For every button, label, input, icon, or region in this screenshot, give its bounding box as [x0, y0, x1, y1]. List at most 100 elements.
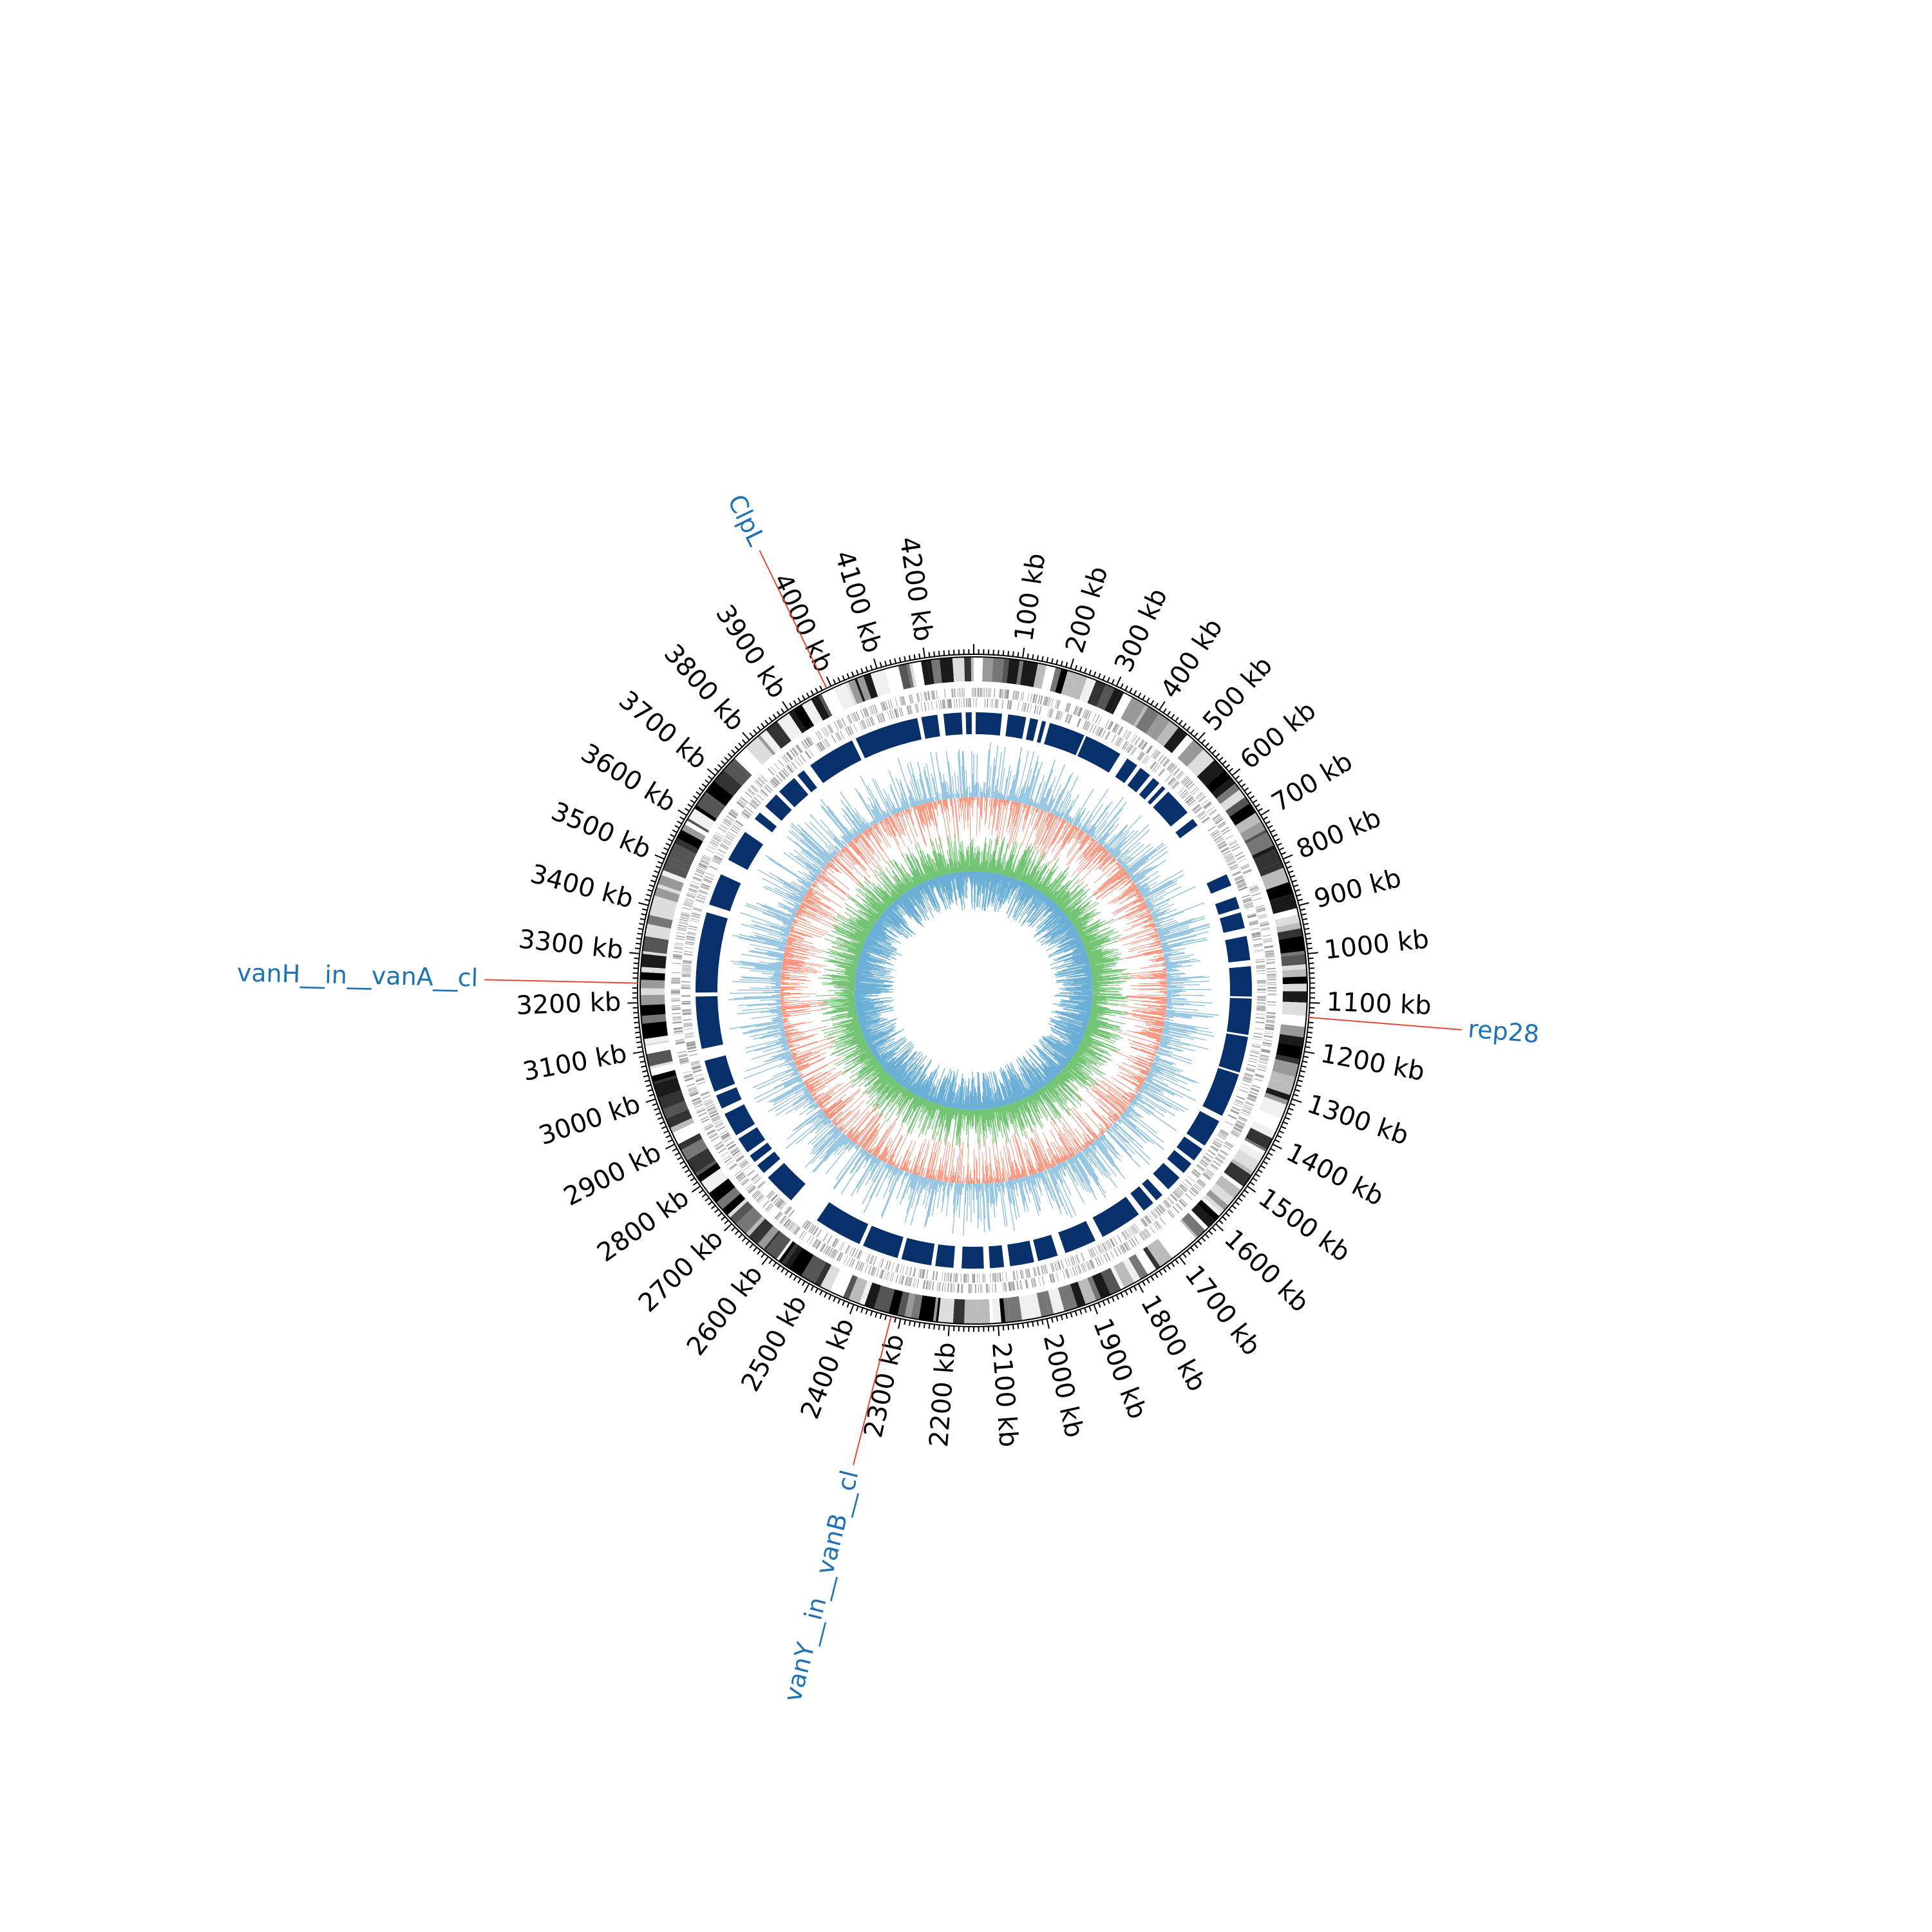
ideogram-band: [1146, 713, 1171, 741]
ideogram-band: [1048, 1287, 1065, 1314]
ideogram-band: [1225, 797, 1250, 817]
ideogram-band: [645, 923, 671, 940]
ideogram-band: [658, 1090, 685, 1110]
ideogram-band: [964, 1299, 978, 1325]
ideogram-band: [1007, 658, 1020, 685]
ideogram-band: [859, 1280, 873, 1306]
ideogram-band: [1050, 667, 1062, 692]
ideogram-band: [1079, 677, 1097, 703]
feature-block: [705, 1055, 735, 1092]
ideogram-band: [1135, 706, 1160, 734]
feature-block: [935, 1244, 955, 1268]
ideogram-band: [651, 1070, 677, 1083]
ideogram-band: [801, 699, 823, 726]
tick-label: 300 kb: [1109, 584, 1173, 677]
ideogram-band: [723, 760, 750, 786]
scale-ring: [627, 644, 1320, 1336]
gene-label-leader: [1309, 1016, 1462, 1030]
ideogram-band: [1018, 1295, 1028, 1321]
ideogram-band: [964, 657, 972, 682]
tick-label: 3500 kb: [547, 797, 655, 865]
feature-block: [1225, 936, 1251, 963]
ideogram-band: [801, 1255, 827, 1284]
feature-block: [943, 712, 963, 736]
ideogram-band: [952, 657, 965, 682]
feature-block: [1202, 1068, 1239, 1116]
gene-label: vanH__in__vanA__cl: [236, 958, 478, 992]
feature-block: [779, 778, 809, 808]
ideogram-band: [933, 1297, 939, 1322]
ideogram-band: [1276, 922, 1302, 933]
ideogram-band: [677, 829, 703, 849]
ideogram-band: [730, 1201, 753, 1224]
tick-label: 400 kb: [1155, 613, 1229, 703]
feature-block: [1175, 819, 1198, 838]
feature-block: [738, 1127, 766, 1153]
ideogram-band: [1135, 1249, 1157, 1275]
tick-label: 2200 kb: [924, 1341, 961, 1448]
ideogram-band: [1252, 845, 1276, 860]
ideogram-band: [1122, 1258, 1141, 1283]
ideogram-band: [646, 1049, 673, 1067]
ideogram-band: [1245, 832, 1274, 856]
ideogram-band: [687, 818, 710, 833]
ideogram-band: [873, 1285, 895, 1313]
ideogram-band: [898, 663, 911, 690]
feature-block: [1007, 1240, 1034, 1267]
ideogram-band: [640, 994, 665, 1005]
ideogram-band: [649, 1061, 674, 1069]
ideogram-band: [927, 659, 934, 685]
ideogram-band: [745, 1216, 766, 1237]
ideogram-band: [1215, 1175, 1241, 1199]
ideogram-band: [848, 1276, 868, 1304]
feature-block: [1177, 1136, 1202, 1160]
feature-block: [1139, 778, 1160, 800]
ideogram-band: [982, 657, 994, 682]
ideogram-band: [1244, 829, 1268, 844]
gene-label-leader: [853, 1316, 892, 1465]
ideogram-band: [1265, 882, 1293, 901]
ideogram-band: [1055, 668, 1068, 694]
ideogram-band: [658, 875, 684, 892]
ideogram-band: [666, 857, 690, 871]
ideogram-band: [1181, 1213, 1206, 1238]
ideogram-band: [815, 1262, 832, 1287]
gene-label-leader: [759, 550, 828, 689]
ideogram-band: [1155, 721, 1179, 747]
tick-label: 2100 kb: [986, 1341, 1023, 1448]
ideogram-band: [1003, 1298, 1010, 1323]
ideogram-band: [694, 805, 717, 822]
ideogram-band: [1177, 739, 1204, 767]
ideogram-band: [811, 695, 830, 721]
ideogram-band: [1240, 821, 1266, 842]
ideogram-band: [1206, 1189, 1229, 1211]
ideogram-band: [672, 1122, 700, 1145]
ideogram-band: [1061, 670, 1078, 697]
tick-label: 1200 kb: [1318, 1039, 1427, 1087]
gene-label: vanY__in__vanB__cl: [778, 1467, 864, 1705]
feature-block: [1153, 1162, 1180, 1189]
feature-block: [855, 718, 922, 759]
ideogram-band: [642, 936, 669, 954]
ideogram-band: [745, 742, 768, 765]
feature-block: [961, 1246, 984, 1269]
ideogram-band: [999, 1298, 1006, 1323]
ideogram-band: [1259, 1096, 1287, 1119]
ideogram-band: [1036, 1291, 1050, 1318]
feature-block: [1229, 966, 1252, 997]
ideogram-band: [696, 793, 724, 819]
ideogram-band: [820, 1265, 840, 1292]
feature-block: [1033, 1235, 1058, 1262]
ideogram-band: [765, 1231, 791, 1260]
feature-block-track: [695, 712, 1252, 1269]
ideogram-band: [641, 953, 667, 969]
ideogram-band: [1281, 1014, 1307, 1027]
feature-block: [696, 996, 723, 1049]
ideogram-band: [757, 1226, 779, 1249]
ideogram-band: [1277, 928, 1303, 940]
ideogram-band: [857, 676, 872, 701]
ideogram-band: [701, 1168, 728, 1193]
ideogram-band: [642, 951, 667, 957]
ideogram-band: [1113, 1261, 1135, 1288]
ideogram-band: [1267, 1079, 1294, 1095]
